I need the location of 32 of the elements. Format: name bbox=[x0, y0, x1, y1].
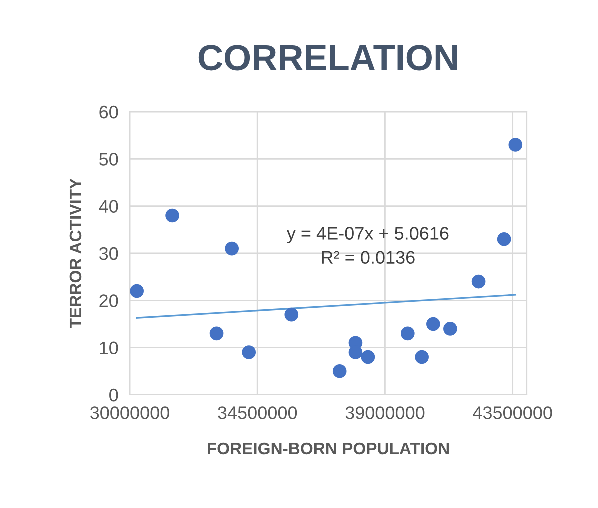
point bbox=[210, 326, 224, 341]
y-tick-label: 60 bbox=[100, 106, 118, 119]
y-tick-label: 10 bbox=[100, 342, 118, 355]
y-tick-label: 20 bbox=[100, 294, 118, 308]
x-axis-title: FOREIGN-BORN POPULATION bbox=[208, 442, 449, 455]
point bbox=[472, 274, 486, 289]
point bbox=[130, 284, 144, 298]
point bbox=[415, 350, 429, 364]
point bbox=[508, 138, 523, 152]
point bbox=[348, 346, 363, 360]
x-tick-label: 30000000 bbox=[90, 406, 170, 420]
y-tick-label: 30 bbox=[99, 247, 118, 260]
point bbox=[332, 364, 347, 378]
x-tick-label: 34500000 bbox=[218, 406, 298, 420]
point bbox=[361, 350, 376, 364]
point bbox=[242, 346, 256, 360]
y-tick-label: 0 bbox=[110, 388, 118, 402]
annotation: y = 4E-07x + 5.0616 bbox=[286, 227, 449, 244]
point bbox=[166, 208, 180, 223]
y-axis-title: TERROR ACTIVITY bbox=[70, 178, 82, 328]
annotation: R² = 0.0136 bbox=[322, 251, 415, 264]
y-tick-label: 50 bbox=[100, 153, 118, 166]
point bbox=[497, 232, 512, 246]
point bbox=[426, 317, 440, 332]
point bbox=[284, 308, 299, 322]
point bbox=[225, 242, 239, 256]
x-tick-label: 39000000 bbox=[346, 406, 425, 420]
point bbox=[400, 326, 415, 341]
chart-title: CORRELATION bbox=[198, 45, 458, 71]
point bbox=[444, 322, 458, 336]
x-tick-label: 43500000 bbox=[473, 406, 552, 420]
y-tick-label: 40 bbox=[99, 200, 118, 214]
